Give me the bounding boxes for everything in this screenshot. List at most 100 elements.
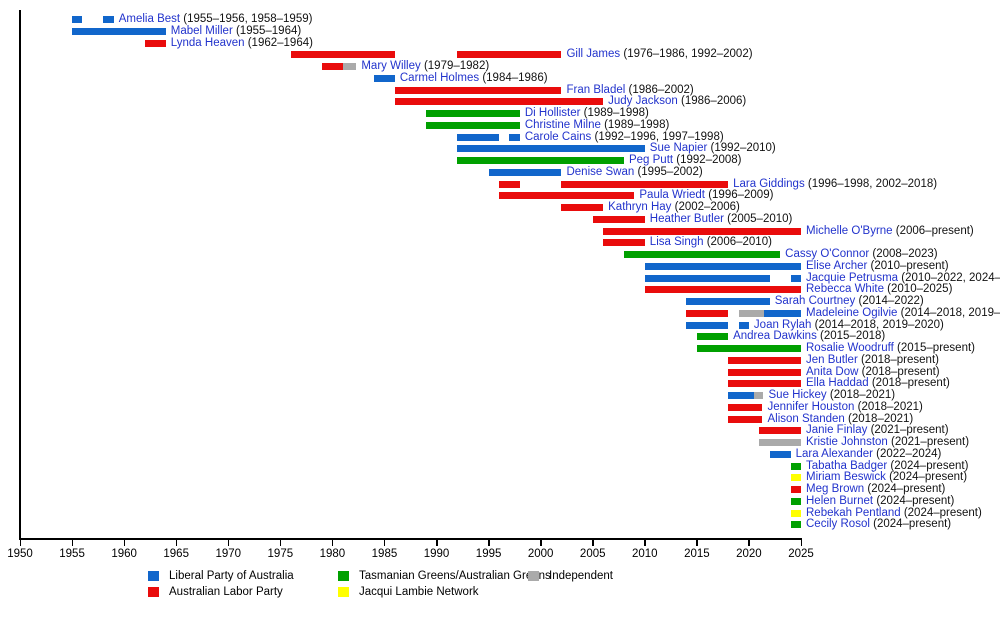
person-label: Mabel Miller (1955–1964): [170, 24, 301, 37]
person-name-link[interactable]: Denise Swan: [566, 165, 635, 178]
person-name-link[interactable]: Alison Standen: [767, 412, 845, 425]
person-label: Fran Bladel (1986–2002): [566, 83, 693, 96]
term-bar: [790, 521, 801, 529]
person-label: Cecily Rosol (2024–present): [806, 518, 952, 531]
term-bar: [342, 63, 357, 70]
person-name-link[interactable]: Miriam Beswick: [806, 471, 886, 484]
person-dates: (1996–1998, 2002–2018): [804, 177, 938, 190]
person-label: Rebekah Pentland (2024–present): [806, 506, 982, 519]
person-dates: (2021–present): [887, 436, 970, 449]
person-name-link[interactable]: Anita Dow: [806, 365, 859, 378]
person-name-link[interactable]: Peg Putt: [628, 154, 674, 167]
person-name-link[interactable]: Sue Napier: [649, 142, 708, 155]
person-dates: (1992–2008): [673, 154, 742, 167]
person-name-link[interactable]: Lara Alexander: [795, 447, 873, 460]
person-name-link[interactable]: Ella Haddad: [806, 377, 869, 390]
person-dates: (1989–1998): [580, 107, 649, 120]
term-bar: [394, 86, 562, 94]
person-dates: (1995–2002): [634, 165, 703, 178]
person-label: Mary Willey (1979–1982): [361, 60, 489, 72]
person-name-link[interactable]: Lisa Singh: [649, 236, 704, 249]
person-name-link[interactable]: Sue Hickey: [768, 389, 827, 402]
term-bar: [561, 204, 604, 212]
person-name-link[interactable]: Heather Butler: [649, 212, 724, 225]
legend-label-jln: Jacqui Lambie Network: [359, 586, 479, 598]
term-bar: [457, 157, 624, 165]
person-label: Christine Milne (1989–1998): [524, 118, 669, 131]
person-name-link[interactable]: Michelle O'Byrne: [806, 224, 893, 237]
term-bar: [686, 321, 729, 329]
person-name-link[interactable]: Kathryn Hay: [608, 201, 672, 214]
person-label: Madeleine Ogilvie (2014–2018, 2019–prese…: [806, 306, 1000, 319]
term-bar: [728, 415, 763, 423]
person-label: Carole Cains (1992–1996, 1997–1998): [524, 130, 724, 143]
person-name-link[interactable]: Lara Giddings: [733, 177, 805, 190]
x-tick-label: 1965: [163, 548, 189, 560]
legend-label-greens: Tasmanian Greens/Australian Greens: [359, 570, 551, 582]
term-bar: [103, 16, 114, 23]
person-name-link[interactable]: Jennifer Houston: [767, 400, 855, 413]
person-dates: (2010–2025): [883, 283, 953, 296]
x-axis-tick: [592, 538, 594, 546]
person-name-link[interactable]: Cassy O'Connor: [785, 248, 870, 261]
person-name-link[interactable]: Elise Archer: [806, 259, 868, 272]
person-name-link[interactable]: Judy Jackson: [608, 95, 678, 108]
person-name-link[interactable]: Rosalie Woodruff: [806, 342, 894, 355]
term-bar: [457, 145, 645, 153]
person-name-link[interactable]: Janie Finlay: [806, 424, 868, 437]
term-bar: [738, 309, 764, 317]
person-label: Janie Finlay (2021–present): [806, 424, 949, 437]
person-name-link[interactable]: Cecily Rosol: [806, 518, 870, 531]
x-axis-tick: [383, 538, 386, 546]
person-name-link[interactable]: Helen Burnet: [806, 494, 874, 507]
term-bar: [728, 356, 801, 364]
person-name-link[interactable]: Sarah Courtney: [774, 295, 856, 308]
term-bar: [790, 274, 801, 282]
person-name-link[interactable]: Mabel Miller: [170, 24, 233, 37]
person-dates: (2024–present): [869, 518, 952, 531]
person-name-link[interactable]: Christine Milne: [524, 118, 601, 131]
person-name-link[interactable]: Mary Willey: [361, 60, 421, 72]
person-label: Heather Butler (2005–2010): [649, 212, 793, 225]
person-dates: (2014–2018, 2019–present): [900, 306, 1000, 319]
person-name-link[interactable]: Gill James: [566, 48, 621, 61]
person-name-link[interactable]: Andrea Dawkins: [733, 330, 817, 343]
person-name-link[interactable]: Carole Cains: [524, 130, 592, 143]
person-name-link[interactable]: Carmel Holmes: [399, 71, 480, 84]
term-bar: [644, 286, 801, 294]
legend-swatch-greens: [338, 571, 349, 581]
legend-label-independent: Independent: [549, 570, 613, 582]
person-name-link[interactable]: Kristie Johnston: [806, 436, 888, 449]
person-name-link[interactable]: Tabatha Badger: [806, 459, 888, 472]
person-dates: (2005–2010): [723, 212, 793, 225]
term-bar: [426, 110, 520, 118]
person-name-link[interactable]: Jen Butler: [806, 353, 858, 366]
person-label: Carmel Holmes (1984–1986): [399, 71, 548, 84]
person-label: Rosalie Woodruff (2015–present): [806, 342, 975, 355]
person-name-link[interactable]: Amelia Best: [118, 13, 181, 25]
x-axis-tick: [71, 538, 74, 546]
person-label: Elise Archer (2010–present): [806, 259, 949, 272]
term-bar: [603, 239, 645, 247]
person-name-link[interactable]: Meg Brown: [806, 483, 865, 496]
person-name-link[interactable]: Rebekah Pentland: [806, 506, 901, 519]
term-bar: [426, 121, 520, 129]
person-name-link[interactable]: Fran Bladel: [566, 83, 626, 96]
x-tick-label: 2010: [632, 548, 658, 560]
person-name-link[interactable]: Paula Wriedt: [639, 189, 706, 202]
person-name-link[interactable]: Di Hollister: [524, 107, 581, 120]
x-axis-tick: [644, 538, 646, 546]
person-label: Kathryn Hay (2002–2006): [608, 201, 740, 214]
person-dates: (1955–1956, 1958–1959): [180, 13, 313, 25]
person-name-link[interactable]: Joan Rylah: [753, 318, 812, 331]
person-name-link[interactable]: Madeleine Ogilvie: [806, 306, 898, 319]
person-name-link[interactable]: Rebecca White: [806, 283, 884, 296]
person-label: Jennifer Houston (2018–2021): [767, 400, 922, 413]
term-bar: [644, 274, 770, 282]
person-dates: (2010–present): [867, 259, 949, 272]
person-label: Tabatha Badger (2024–present): [806, 459, 968, 472]
person-name-link[interactable]: Jacquie Petrusma: [806, 271, 899, 284]
person-label: Lara Alexander (2022–2024): [795, 447, 942, 460]
person-dates: (2008–2023): [869, 248, 938, 261]
person-name-link[interactable]: Lynda Heaven: [170, 36, 245, 49]
